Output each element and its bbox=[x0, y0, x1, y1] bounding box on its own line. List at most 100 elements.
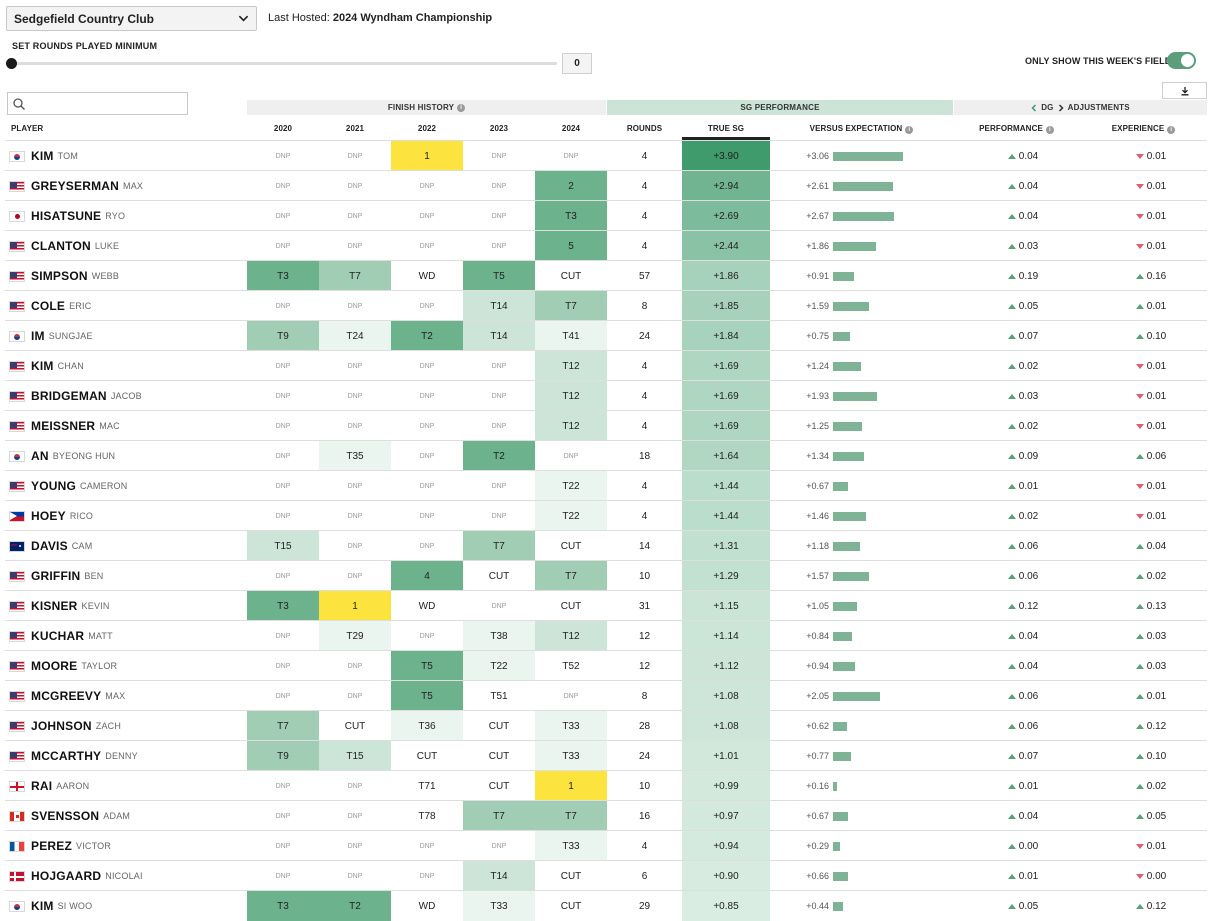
finish-cell: DNP bbox=[419, 632, 435, 640]
player-cell[interactable]: DAVIS CAM bbox=[5, 531, 247, 561]
info-icon[interactable]: i bbox=[457, 103, 466, 112]
flag-icon-us bbox=[9, 360, 25, 372]
player-cell[interactable]: HISATSUNE RYO bbox=[5, 201, 247, 231]
rounds-slider-track[interactable] bbox=[12, 62, 557, 65]
rounds-slider-thumb[interactable] bbox=[6, 58, 17, 69]
col-rounds[interactable]: ROUNDS bbox=[626, 124, 663, 133]
chevron-left-icon[interactable] bbox=[1031, 103, 1037, 112]
table-row[interactable]: YOUNG CAMERON DNP DNP DNP DNP T22 4 +1.44 +0.67 0.… bbox=[5, 470, 1207, 501]
player-cell[interactable]: KIM TOM bbox=[5, 141, 247, 171]
player-cell[interactable]: MOORE TAYLOR bbox=[5, 651, 247, 681]
player-cell[interactable]: MEISSNER MAC bbox=[5, 411, 247, 441]
col-2023[interactable]: 2023 bbox=[489, 124, 509, 133]
table-row[interactable]: AN BYEONG HUN DNP T35 DNP T2 DNP 18 +1.64 +1.34 0.… bbox=[5, 440, 1207, 471]
download-button[interactable] bbox=[1162, 82, 1207, 99]
course-select[interactable]: Sedgefield Country Club bbox=[6, 6, 257, 31]
player-last-name: YOUNG bbox=[31, 479, 77, 493]
col-2020[interactable]: 2020 bbox=[273, 124, 293, 133]
table-row[interactable]: MOORE TAYLOR DNP DNP T5 T22 T52 12 +1.12 +0.94 0.0… bbox=[5, 650, 1207, 681]
performance-cell: 0.01 bbox=[983, 471, 1063, 501]
finish-cell: DNP bbox=[347, 362, 363, 370]
performance-value: 0.01 bbox=[1018, 480, 1039, 492]
player-cell[interactable]: COLE ERIC bbox=[5, 291, 247, 321]
info-icon[interactable]: i bbox=[905, 126, 914, 134]
player-cell[interactable]: JOHNSON ZACH bbox=[5, 711, 247, 741]
col-true-sg[interactable]: TRUE SG bbox=[707, 124, 745, 133]
flag-icon-us bbox=[9, 660, 25, 672]
player-cell[interactable]: RAI AARON bbox=[5, 771, 247, 801]
search-input[interactable] bbox=[7, 92, 188, 115]
player-cell[interactable]: CLANTON LUKE bbox=[5, 231, 247, 261]
table-row[interactable]: SIMPSON WEBB T3 T7 WD T5 CUT 57 +1.86 +0.91 0.19 0.… bbox=[5, 260, 1207, 291]
true-sg-cell: +2.44 bbox=[682, 231, 770, 261]
finish-cell: T3 bbox=[247, 261, 319, 291]
player-cell[interactable]: BRIDGEMAN JACOB bbox=[5, 381, 247, 411]
info-icon[interactable]: i bbox=[1167, 126, 1176, 134]
table-row[interactable]: PEREZ VICTOR DNP DNP DNP DNP T33 4 +0.94 +0.29 0.0… bbox=[5, 830, 1207, 861]
flag-icon-fr bbox=[9, 840, 25, 852]
player-cell[interactable]: KIM SI WOO bbox=[5, 891, 247, 921]
col-vs-expectation[interactable]: VERSUS EXPECTATION i bbox=[770, 124, 953, 134]
table-row[interactable]: MCCARTHY DENNY T9 T15 CUT CUT T33 24 +1.01 +0.77 0… bbox=[5, 740, 1207, 771]
player-cell[interactable]: HOEY RICO bbox=[5, 501, 247, 531]
col-player[interactable]: PLAYER bbox=[11, 124, 44, 133]
table-row[interactable]: BRIDGEMAN JACOB DNP DNP DNP DNP T12 4 +1.69 +1.93… bbox=[5, 380, 1207, 411]
vs-expectation-value: +0.66 bbox=[806, 871, 829, 881]
player-cell[interactable]: PEREZ VICTOR bbox=[5, 831, 247, 861]
col-experience[interactable]: EXPERIENCE i bbox=[1080, 124, 1207, 134]
player-cell[interactable]: KIM CHAN bbox=[5, 351, 247, 381]
table-row[interactable]: JOHNSON ZACH T7 CUT T36 CUT T33 28 +1.08 +0.62 0.0… bbox=[5, 710, 1207, 741]
table-row[interactable]: SVENSSON ADAM DNP DNP T78 T7 T7 16 +0.97 +0.67 0.0… bbox=[5, 800, 1207, 831]
table-row[interactable]: HISATSUNE RYO DNP DNP DNP DNP T3 4 +2.69 +2.67 0.0… bbox=[5, 200, 1207, 231]
vs-expectation-bar bbox=[833, 751, 851, 761]
dg-adjustments-header[interactable]: DG ADJUSTMENTS bbox=[954, 100, 1207, 115]
col-2022[interactable]: 2022 bbox=[417, 124, 437, 133]
table-row[interactable]: CLANTON LUKE DNP DNP DNP DNP 5 4 +2.44 +1.86 0.03 0… bbox=[5, 230, 1207, 261]
player-first-name: LUKE bbox=[94, 241, 120, 251]
table-row[interactable]: KISNER KEVIN T3 1 WD DNP CUT 31 +1.15 +1.05 0.12 0.… bbox=[5, 590, 1207, 621]
field-toggle[interactable] bbox=[1167, 52, 1196, 69]
player-cell[interactable]: HOJGAARD NICOLAI bbox=[5, 861, 247, 891]
player-cell[interactable]: IM SUNGJAE bbox=[5, 321, 247, 351]
table-row[interactable]: GRIFFIN BEN DNP DNP 4 CUT T7 10 +1.29 +1.57 0.06 0.… bbox=[5, 560, 1207, 591]
table-row[interactable]: KIM CHAN DNP DNP DNP DNP T12 4 +1.69 +1.24 0.02 0.0… bbox=[5, 350, 1207, 381]
table-row[interactable]: KIM SI WOO T3 T2 WD T33 CUT 29 +0.85 +0.44 0.05 0.1… bbox=[5, 890, 1207, 921]
true-sg-cell: +0.90 bbox=[682, 861, 770, 891]
player-cell[interactable]: KUCHAR MATT bbox=[5, 621, 247, 651]
player-cell[interactable]: SVENSSON ADAM bbox=[5, 801, 247, 831]
col-experience-label: EXPERIENCE bbox=[1111, 124, 1165, 133]
finish-cell: DNP bbox=[347, 782, 363, 790]
rounds-cell: 8 bbox=[641, 690, 648, 702]
table-row[interactable]: HOEY RICO DNP DNP DNP DNP T22 4 +1.44 +1.46 0.02 0.… bbox=[5, 500, 1207, 531]
vs-expectation-bar bbox=[833, 301, 869, 311]
col-performance[interactable]: PERFORMANCE i bbox=[953, 124, 1080, 134]
player-cell[interactable]: GRIFFIN BEN bbox=[5, 561, 247, 591]
player-cell[interactable]: GREYSERMAN MAX bbox=[5, 171, 247, 201]
table-row[interactable]: RAI AARON DNP DNP T71 CUT 1 10 +0.99 +0.16 0.01 0.0… bbox=[5, 770, 1207, 801]
info-icon[interactable]: i bbox=[1045, 126, 1054, 134]
table-row[interactable]: MEISSNER MAC DNP DNP DNP DNP T12 4 +1.69 +1.25 0.0… bbox=[5, 410, 1207, 441]
player-cell[interactable]: KISNER KEVIN bbox=[5, 591, 247, 621]
chevron-right-icon[interactable] bbox=[1058, 103, 1064, 112]
vs-expectation-cell: +0.75 bbox=[805, 321, 953, 351]
table-row[interactable]: KIM TOM DNP DNP 1 DNP DNP 4 +3.90 +3.06 0.04 0.01 bbox=[5, 140, 1207, 171]
col-2021[interactable]: 2021 bbox=[345, 124, 365, 133]
rounds-min-value[interactable]: 0 bbox=[562, 53, 592, 74]
table-row[interactable]: GREYSERMAN MAX DNP DNP DNP DNP 2 4 +2.94 +2.61 0.0… bbox=[5, 170, 1207, 201]
table-row[interactable]: IM SUNGJAE T9 T24 T2 T14 T41 24 +1.84 +0.75 0.07 0.… bbox=[5, 320, 1207, 351]
player-cell[interactable]: MCCARTHY DENNY bbox=[5, 741, 247, 771]
vs-expectation-bar bbox=[833, 421, 862, 431]
player-cell[interactable]: YOUNG CAMERON bbox=[5, 471, 247, 501]
table-row[interactable]: HOJGAARD NICOLAI DNP DNP DNP T14 CUT 6 +0.90 +0.6… bbox=[5, 860, 1207, 891]
player-cell[interactable]: MCGREEVY MAX bbox=[5, 681, 247, 711]
table-row[interactable]: COLE ERIC DNP DNP DNP T14 T7 8 +1.85 +1.59 0.05 0.0… bbox=[5, 290, 1207, 321]
true-sg-cell: +1.44 bbox=[682, 501, 770, 531]
col-2024[interactable]: 2024 bbox=[561, 124, 581, 133]
table-row[interactable]: MCGREEVY MAX DNP DNP T5 T51 DNP 8 +1.08 +2.05 0.06… bbox=[5, 680, 1207, 711]
table-row[interactable]: KUCHAR MATT DNP T29 DNP T38 T12 12 +1.14 +0.84 0.0… bbox=[5, 620, 1207, 651]
table-row[interactable]: DAVIS CAM T15 DNP DNP T7 CUT 14 +1.31 +1.18 0.06 0.… bbox=[5, 530, 1207, 561]
player-cell[interactable]: SIMPSON WEBB bbox=[5, 261, 247, 291]
player-last-name: IM bbox=[31, 329, 45, 343]
experience-cell: 0.00 bbox=[1111, 861, 1191, 891]
player-cell[interactable]: AN BYEONG HUN bbox=[5, 441, 247, 471]
